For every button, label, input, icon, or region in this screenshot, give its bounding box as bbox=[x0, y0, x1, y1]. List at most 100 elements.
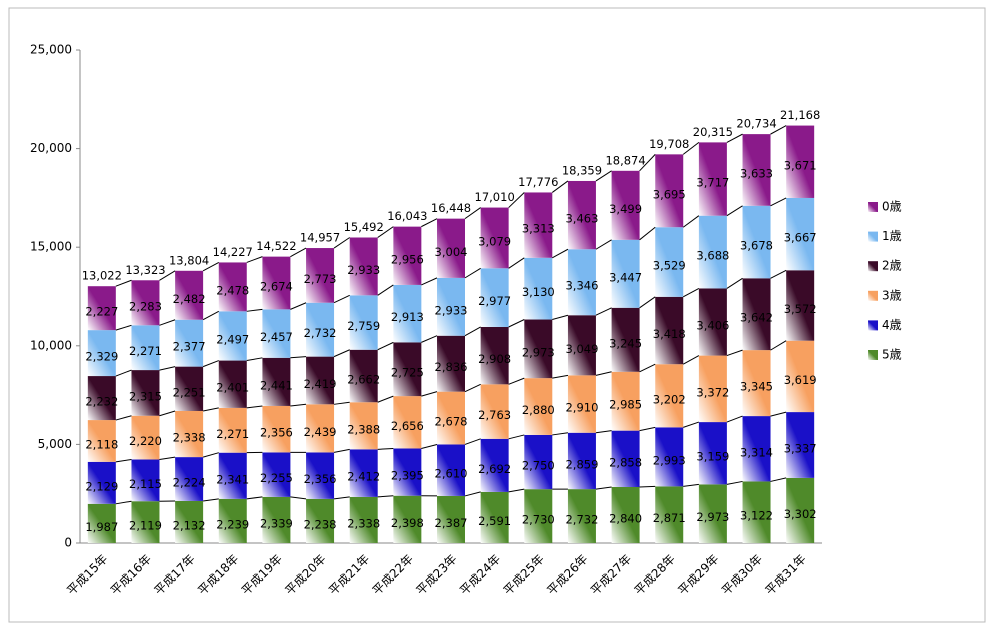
series-line bbox=[377, 395, 394, 403]
series-line bbox=[508, 488, 525, 493]
total-label: 14,522 bbox=[256, 239, 296, 253]
series-line bbox=[595, 239, 612, 250]
data-label: 2,913 bbox=[391, 310, 424, 324]
data-label: 3,079 bbox=[478, 234, 511, 248]
total-label: 16,448 bbox=[431, 201, 471, 215]
data-label: 2,977 bbox=[478, 294, 511, 308]
bar-segment bbox=[742, 134, 771, 206]
series-line bbox=[551, 180, 569, 193]
series-line bbox=[290, 403, 307, 407]
series-line bbox=[115, 369, 132, 377]
series-line bbox=[290, 496, 307, 500]
data-label: 2,910 bbox=[565, 401, 598, 415]
series-line bbox=[508, 192, 525, 208]
series-line bbox=[464, 438, 481, 445]
y-tick-label: 5,000 bbox=[38, 437, 72, 451]
series-line bbox=[203, 498, 219, 502]
data-label: 2,656 bbox=[391, 419, 424, 433]
data-label: 2,759 bbox=[347, 319, 380, 333]
total-label: 19,708 bbox=[649, 137, 689, 151]
bar-segment bbox=[175, 410, 204, 458]
bar-segment bbox=[786, 270, 815, 341]
series-line bbox=[595, 170, 612, 182]
bar-segment bbox=[567, 375, 596, 433]
bar-segment bbox=[87, 286, 116, 331]
data-label: 2,238 bbox=[304, 517, 337, 531]
x-tick-label: 平成28年 bbox=[632, 552, 678, 598]
data-label: 2,956 bbox=[391, 252, 424, 266]
bar-segment bbox=[524, 257, 553, 320]
bar-segment bbox=[655, 364, 684, 428]
bar-segment bbox=[786, 197, 815, 271]
data-label: 1,987 bbox=[85, 520, 118, 534]
data-label: 2,401 bbox=[216, 381, 249, 395]
bar-segment bbox=[131, 280, 160, 326]
bar-segment bbox=[131, 325, 160, 371]
series-line bbox=[333, 349, 350, 358]
series-line bbox=[552, 248, 569, 259]
bar-segment bbox=[87, 461, 116, 504]
bar-segment bbox=[306, 498, 335, 543]
series-line bbox=[552, 314, 569, 320]
bar-segment bbox=[786, 412, 815, 478]
data-label: 3,688 bbox=[696, 249, 729, 263]
bar-segment bbox=[262, 452, 291, 497]
series-line bbox=[639, 363, 656, 373]
series-line bbox=[421, 335, 438, 343]
bar-segment bbox=[611, 170, 640, 240]
series-line bbox=[333, 294, 350, 304]
data-label: 3,245 bbox=[609, 336, 642, 350]
series-line bbox=[770, 340, 787, 351]
bar-segment bbox=[437, 335, 465, 392]
data-label: 2,224 bbox=[173, 476, 206, 490]
legend-swatch bbox=[868, 231, 878, 242]
x-tick-label: 平成26年 bbox=[544, 552, 590, 598]
x-tick-label: 平成18年 bbox=[195, 552, 241, 598]
series-line bbox=[770, 269, 787, 279]
bar-segment bbox=[87, 420, 116, 462]
bar-segment bbox=[218, 311, 247, 361]
bar-segment bbox=[567, 315, 596, 376]
bar-segment bbox=[655, 154, 684, 228]
data-label: 2,836 bbox=[435, 360, 468, 374]
legend-label: 2歳 bbox=[882, 259, 902, 273]
bar-segment bbox=[393, 448, 422, 496]
bar-segment bbox=[349, 402, 378, 450]
legend-label: 4歳 bbox=[882, 318, 902, 332]
y-tick-label: 25,000 bbox=[30, 43, 72, 57]
bar-segment bbox=[742, 481, 771, 543]
data-label: 3,529 bbox=[653, 259, 686, 273]
data-label: 2,692 bbox=[478, 462, 511, 476]
legend-swatch bbox=[868, 320, 878, 331]
bar-segment bbox=[218, 262, 247, 312]
total-label: 18,874 bbox=[605, 153, 645, 167]
series-line bbox=[639, 296, 656, 309]
series-line bbox=[333, 496, 350, 500]
series-line bbox=[639, 226, 656, 241]
y-tick-label: 20,000 bbox=[30, 141, 72, 155]
data-label: 2,773 bbox=[304, 272, 337, 286]
x-tick-label: 平成25年 bbox=[501, 552, 547, 598]
data-label: 2,255 bbox=[260, 471, 293, 485]
data-label: 2,973 bbox=[522, 345, 555, 359]
data-label: 2,271 bbox=[216, 427, 249, 441]
data-label: 2,220 bbox=[129, 434, 162, 448]
series-line bbox=[595, 486, 612, 490]
legend-label: 0歳 bbox=[882, 200, 902, 214]
series-line bbox=[595, 371, 612, 376]
bar-segment bbox=[437, 277, 465, 336]
x-tick-label: 平成21年 bbox=[326, 552, 372, 598]
series-line bbox=[421, 391, 438, 397]
data-label: 2,271 bbox=[129, 344, 162, 358]
series-line bbox=[639, 154, 656, 172]
bar-segment bbox=[218, 498, 247, 543]
series-line bbox=[115, 500, 132, 505]
legend-swatch bbox=[868, 290, 878, 301]
bar-segment bbox=[393, 342, 422, 397]
bar-segment bbox=[262, 405, 291, 453]
series-line bbox=[726, 480, 743, 485]
bar-segment bbox=[611, 486, 640, 543]
data-label: 3,372 bbox=[696, 385, 729, 399]
total-label: 18,359 bbox=[562, 163, 602, 177]
data-label: 3,695 bbox=[653, 187, 686, 201]
